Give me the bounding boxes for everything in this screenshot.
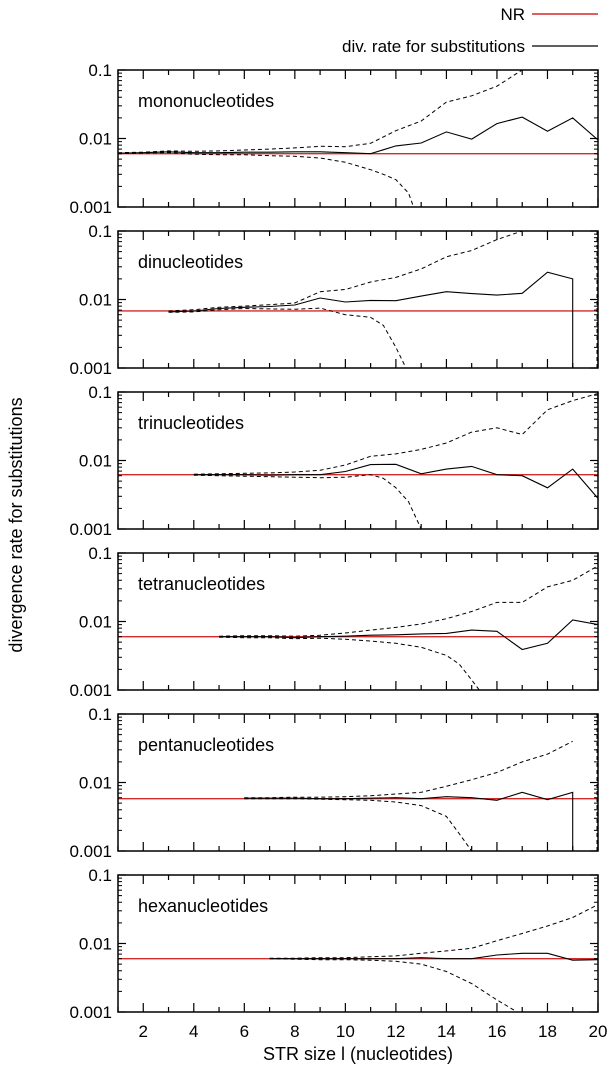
- lower-bound-line: [168, 307, 407, 368]
- y-tick-label: 0.01: [79, 613, 112, 632]
- y-tick-label: 0.01: [79, 452, 112, 471]
- panel-plot-area: [118, 393, 598, 529]
- panel-dinucleotides: 0.001 0.01 0.1 dinucleotides: [69, 222, 599, 378]
- y-tick-label: 0.01: [79, 935, 112, 954]
- panel-mononucleotides: 0.001 0.01 0.1 mononucleotides: [69, 61, 599, 217]
- panel-plot-area: [118, 231, 598, 368]
- upper-bound-line: [219, 565, 598, 637]
- panel-hexanucleotides: 0.001 0.01 0.1 hexanucleotides: [69, 866, 599, 1022]
- upper-bound-line: [118, 70, 598, 154]
- lower-bound-line: [269, 958, 518, 1012]
- x-axis-label: STR size l (nucleotides): [263, 1044, 453, 1064]
- y-tick-label: 0.01: [79, 130, 112, 149]
- panel-plot-area: [118, 70, 598, 207]
- upper-bound-line: [244, 740, 573, 799]
- legend: NR div. rate for substitutions: [342, 5, 598, 56]
- upper-bound-line: [193, 393, 598, 475]
- x-tick-label: 14: [437, 1022, 456, 1041]
- x-tick-label: 6: [240, 1022, 249, 1041]
- y-tick-label: 0.001: [69, 198, 112, 217]
- y-tick-label: 0.01: [79, 774, 112, 793]
- panel-trinucleotides: 0.001 0.01 0.1 trinucleotides: [69, 383, 599, 539]
- divergence-rate-line: [244, 791, 574, 851]
- lower-bound-line: [118, 152, 415, 207]
- y-tick-label: 0.1: [88, 544, 112, 563]
- x-tick-label: 8: [290, 1022, 299, 1041]
- x-tick-label: 10: [336, 1022, 355, 1041]
- x-tick-label: 4: [189, 1022, 198, 1041]
- y-tick-label: 0.1: [88, 222, 112, 241]
- divergence-rate-line: [193, 463, 598, 499]
- divergence-rate-line: [219, 619, 598, 651]
- panel-label: dinucleotides: [138, 252, 243, 272]
- x-tick-label: 16: [487, 1022, 506, 1041]
- divergence-rate-line: [269, 952, 598, 961]
- y-axis-label: divergence rate for substitutions: [6, 397, 26, 652]
- divergence-rate-line: [168, 271, 574, 368]
- x-tick-labels: 2 4 6 8 10 12 14 16 18 20: [139, 1022, 608, 1041]
- y-tick-label: 0.001: [69, 359, 112, 378]
- panel-label: hexanucleotides: [138, 896, 268, 916]
- upper-bound-line: [269, 904, 598, 959]
- y-tick-label: 0.001: [69, 1003, 112, 1022]
- x-tick-label: 12: [386, 1022, 405, 1041]
- lower-bound-line: [244, 798, 473, 851]
- panel-tetranucleotides: 0.001 0.01 0.1 tetranucleotides: [69, 544, 599, 700]
- x-tick-label: 20: [589, 1022, 608, 1041]
- legend-rate-label: div. rate for substitutions: [342, 37, 525, 56]
- panel-plot-area: [118, 714, 598, 851]
- x-tick-label: 2: [139, 1022, 148, 1041]
- panel-label: mononucleotides: [138, 91, 274, 111]
- x-tick-label: 18: [538, 1022, 557, 1041]
- y-tick-label: 0.1: [88, 61, 112, 80]
- divergence-rate-line: [118, 116, 598, 155]
- y-tick-label: 0.001: [69, 842, 112, 861]
- lower-bound-line: [219, 636, 480, 690]
- y-tick-label: 0.001: [69, 681, 112, 700]
- lower-bound-line: [193, 474, 422, 529]
- panel-label: trinucleotides: [138, 413, 244, 433]
- upper-bound-line: [168, 231, 573, 312]
- panel-label: pentanucleotides: [138, 735, 274, 755]
- legend-nr-label: NR: [500, 5, 525, 24]
- y-tick-label: 0.1: [88, 866, 112, 885]
- y-tick-label: 0.01: [79, 291, 112, 310]
- y-tick-label: 0.1: [88, 383, 112, 402]
- y-tick-label: 0.001: [69, 520, 112, 539]
- panel-plot-area: [118, 565, 598, 690]
- panel-plot-area: [118, 904, 598, 1012]
- y-tick-label: 0.1: [88, 705, 112, 724]
- panel-label: tetranucleotides: [138, 574, 265, 594]
- panel-pentanucleotides: 0.001 0.01 0.1 pentanucleotides: [69, 705, 599, 861]
- chart-panels: 0.001 0.01 0.1 mononucleotides 0.001 0.01 0.1 d…: [69, 61, 607, 1041]
